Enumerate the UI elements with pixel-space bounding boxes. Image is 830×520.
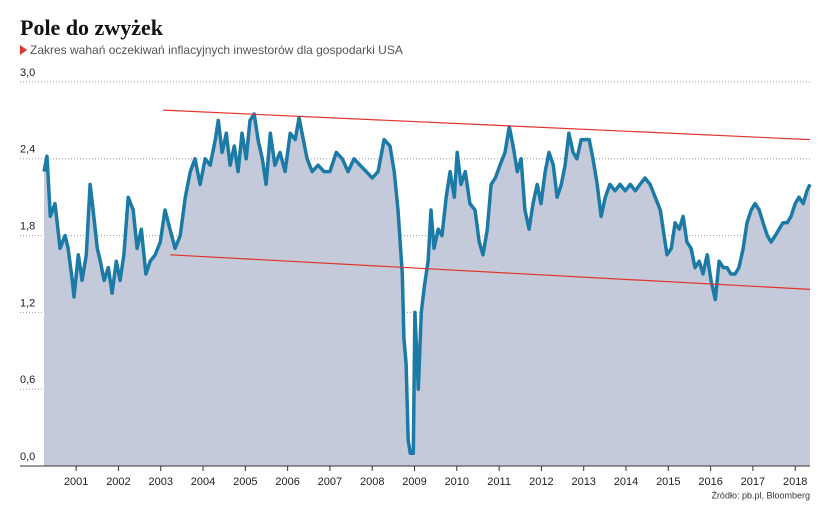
y-tick-label: 1,8 xyxy=(20,221,35,233)
x-tick-label: 2009 xyxy=(402,476,426,488)
trend-line xyxy=(170,254,811,290)
y-tick-label: 0,6 xyxy=(20,374,35,386)
chart-subtitle: Zakres wahań oczekiwań inflacyjnych inwe… xyxy=(30,43,403,57)
x-tick-label: 2003 xyxy=(148,476,172,488)
x-tick-label: 2004 xyxy=(191,476,215,488)
x-tick-label: 2007 xyxy=(318,476,342,488)
x-tick-label: 2001 xyxy=(64,476,88,488)
x-tick-label: 2016 xyxy=(698,476,722,488)
chart-title: Pole do zwyżek xyxy=(20,15,164,40)
line xyxy=(42,112,812,455)
x-tick-label: 2014 xyxy=(614,476,638,488)
x-tick-label: 2008 xyxy=(360,476,384,488)
x-tick-label: 2005 xyxy=(233,476,257,488)
x-tick-label: 2013 xyxy=(571,476,595,488)
y-tick-label: 1,2 xyxy=(20,297,35,309)
x-tick-label: 2011 xyxy=(487,476,511,488)
x-tick-label: 2006 xyxy=(275,476,299,488)
x-tick-label: 2018 xyxy=(783,476,807,488)
x-tick-label: 2017 xyxy=(741,476,765,488)
source: Źródło: pb.pl, Bloomberg xyxy=(711,490,810,500)
area xyxy=(44,114,810,466)
y-tick-label: 3,0 xyxy=(20,67,35,79)
x-tick-label: 2002 xyxy=(106,476,130,488)
x-tick-label: 2010 xyxy=(445,476,469,488)
subtitle-marker xyxy=(20,45,27,55)
x-tick-label: 2012 xyxy=(529,476,553,488)
y-tick-label: 2,4 xyxy=(20,144,35,156)
trend-line xyxy=(163,109,811,141)
x-tick-label: 2015 xyxy=(656,476,680,488)
y-tick-label: 0,0 xyxy=(20,451,35,463)
